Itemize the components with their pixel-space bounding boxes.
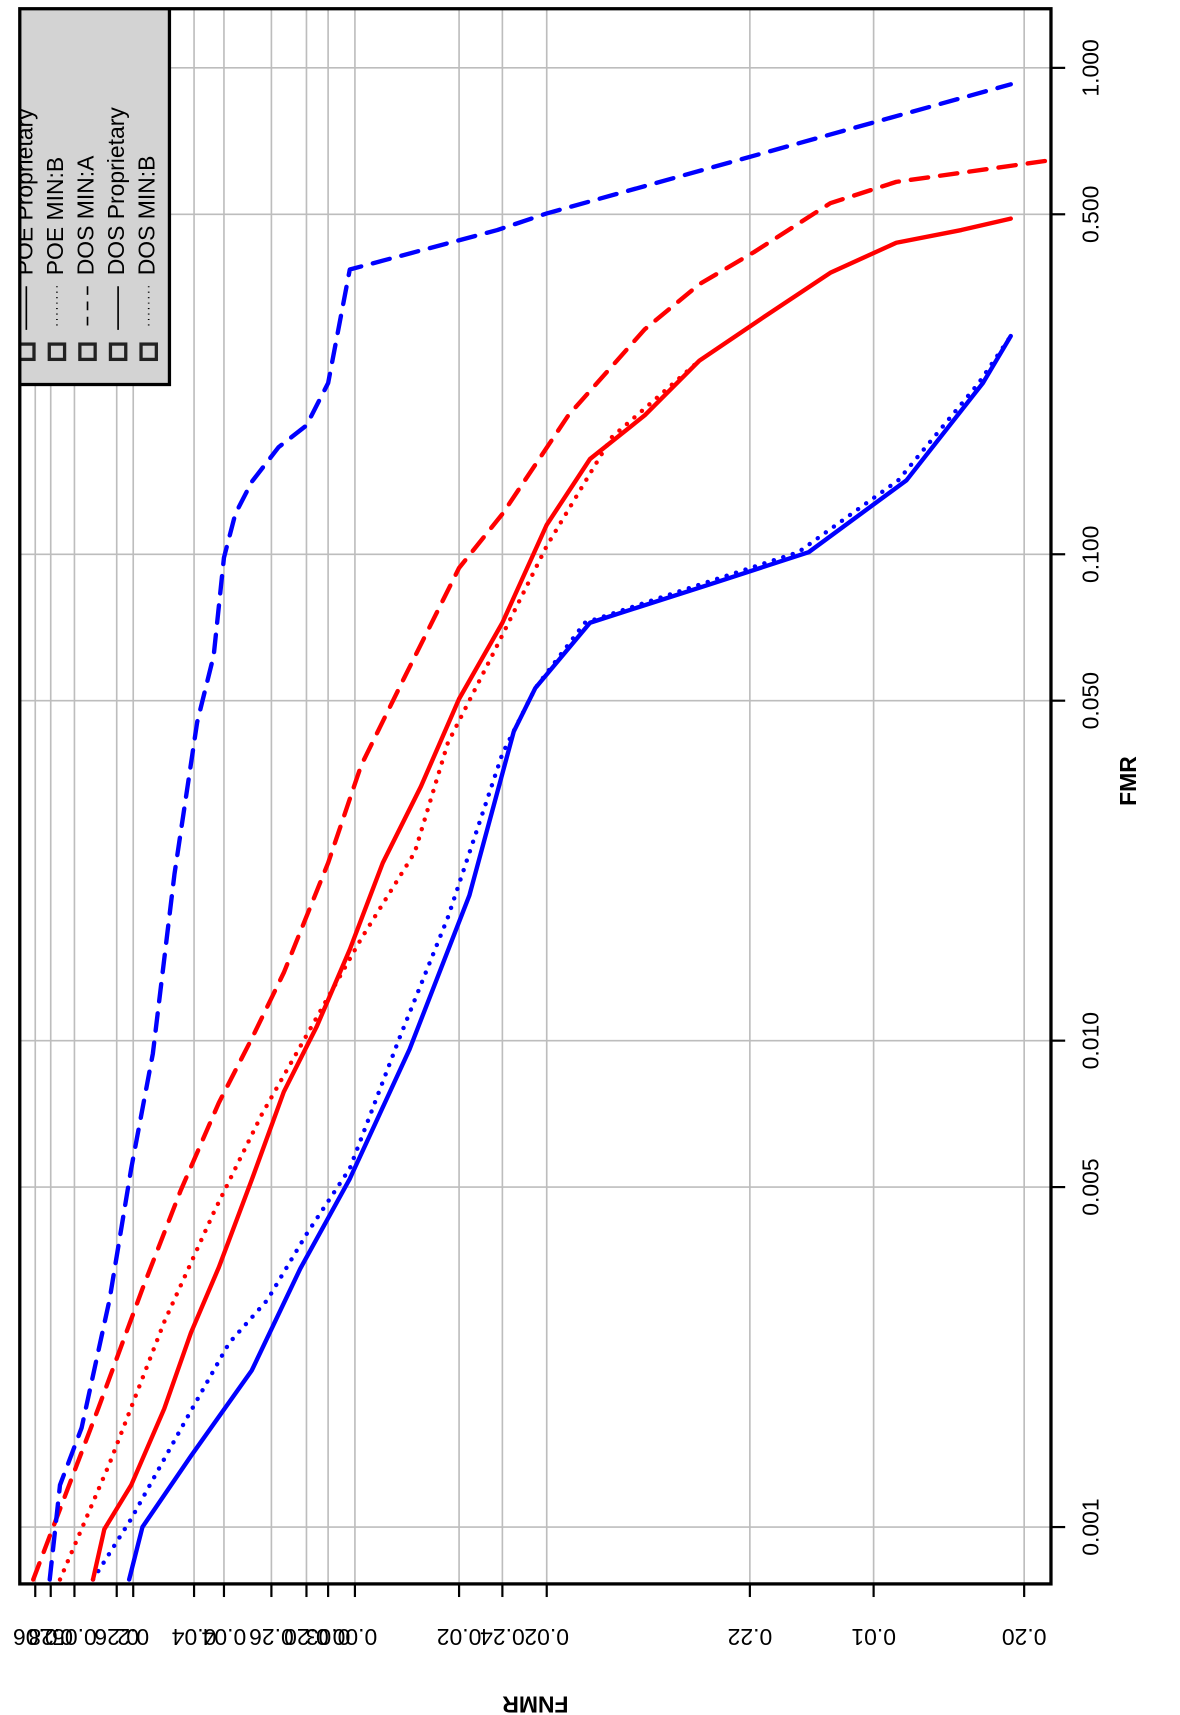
y-tick-label: 0.26 (249, 1624, 294, 1650)
series-line (126, 333, 1013, 1582)
y-tick-label: 0.02 (524, 1624, 569, 1650)
y-axis-label: FNMR (502, 1691, 569, 1715)
y-tick-label: 0.03 (306, 1624, 351, 1650)
y-tick-label: 0.28 (28, 1624, 73, 1650)
legend-symbol (78, 342, 97, 362)
x-axis-label: FMR (1115, 756, 1141, 806)
x-tick-label: 0.001 (1078, 1498, 1104, 1555)
series-line (90, 333, 1013, 1582)
legend-symbol (19, 342, 36, 362)
y-tick-label: 0.2 (117, 1624, 149, 1650)
y-tick-label: 0.20 (1002, 1624, 1047, 1650)
x-tick-label: 0.050 (1078, 672, 1104, 729)
legend-symbol (47, 342, 67, 362)
legend-label: POE Proprietary (11, 108, 37, 275)
x-tick-label: 1.000 (1078, 39, 1104, 96)
y-tick-label: 0.01 (851, 1624, 896, 1650)
y-tick-label: 0.02 (437, 1624, 482, 1650)
legend-label: DOS Proprietary (103, 107, 129, 276)
y-tick-label: 0.04 (172, 1624, 217, 1650)
legend-label: DOS MIN:A (73, 155, 99, 275)
plot-area (31, 82, 1051, 1582)
y-tick-label: 0.20 (284, 1624, 329, 1650)
y-tick-label: 0.04 (201, 1624, 246, 1650)
y-tick-label: 0.26 (94, 1624, 139, 1650)
series-line (90, 216, 1013, 1582)
x-tick-label: 0.010 (1078, 1012, 1104, 1069)
x-tick-label: 0.100 (1078, 526, 1104, 583)
x-tick-label: 0.005 (1078, 1158, 1104, 1215)
y-tick-label: 0.24 (480, 1624, 525, 1650)
legend-box (19, 8, 172, 387)
legend-label: POE MIN:B (42, 157, 68, 275)
series-line (47, 82, 1013, 1582)
plot-frame (18, 7, 1053, 1586)
series-line (31, 158, 1051, 1582)
legend-symbol (108, 342, 128, 362)
series-line (57, 358, 702, 1582)
y-tick-label: 0.22 (728, 1624, 773, 1650)
axes: 0.0010.0050.0100.0500.1000.5001.0000.060… (13, 39, 1104, 1650)
y-tick-label: 0.05 (52, 1624, 97, 1650)
y-tick-label: 0.06 (13, 1624, 58, 1650)
legend-label: DOS MIN:B (134, 156, 160, 276)
y-tick-label: 0.00 (333, 1624, 378, 1650)
x-tick-label: 0.500 (1078, 186, 1104, 243)
legend-symbol (139, 342, 158, 362)
legend: POE Proprietary POE MIN:B DOS MIN:A DOS Pro… (11, 8, 172, 387)
